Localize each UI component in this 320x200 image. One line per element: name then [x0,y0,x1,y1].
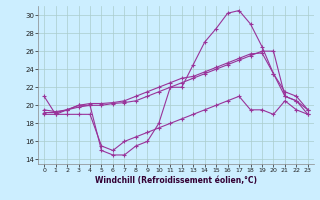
X-axis label: Windchill (Refroidissement éolien,°C): Windchill (Refroidissement éolien,°C) [95,176,257,185]
